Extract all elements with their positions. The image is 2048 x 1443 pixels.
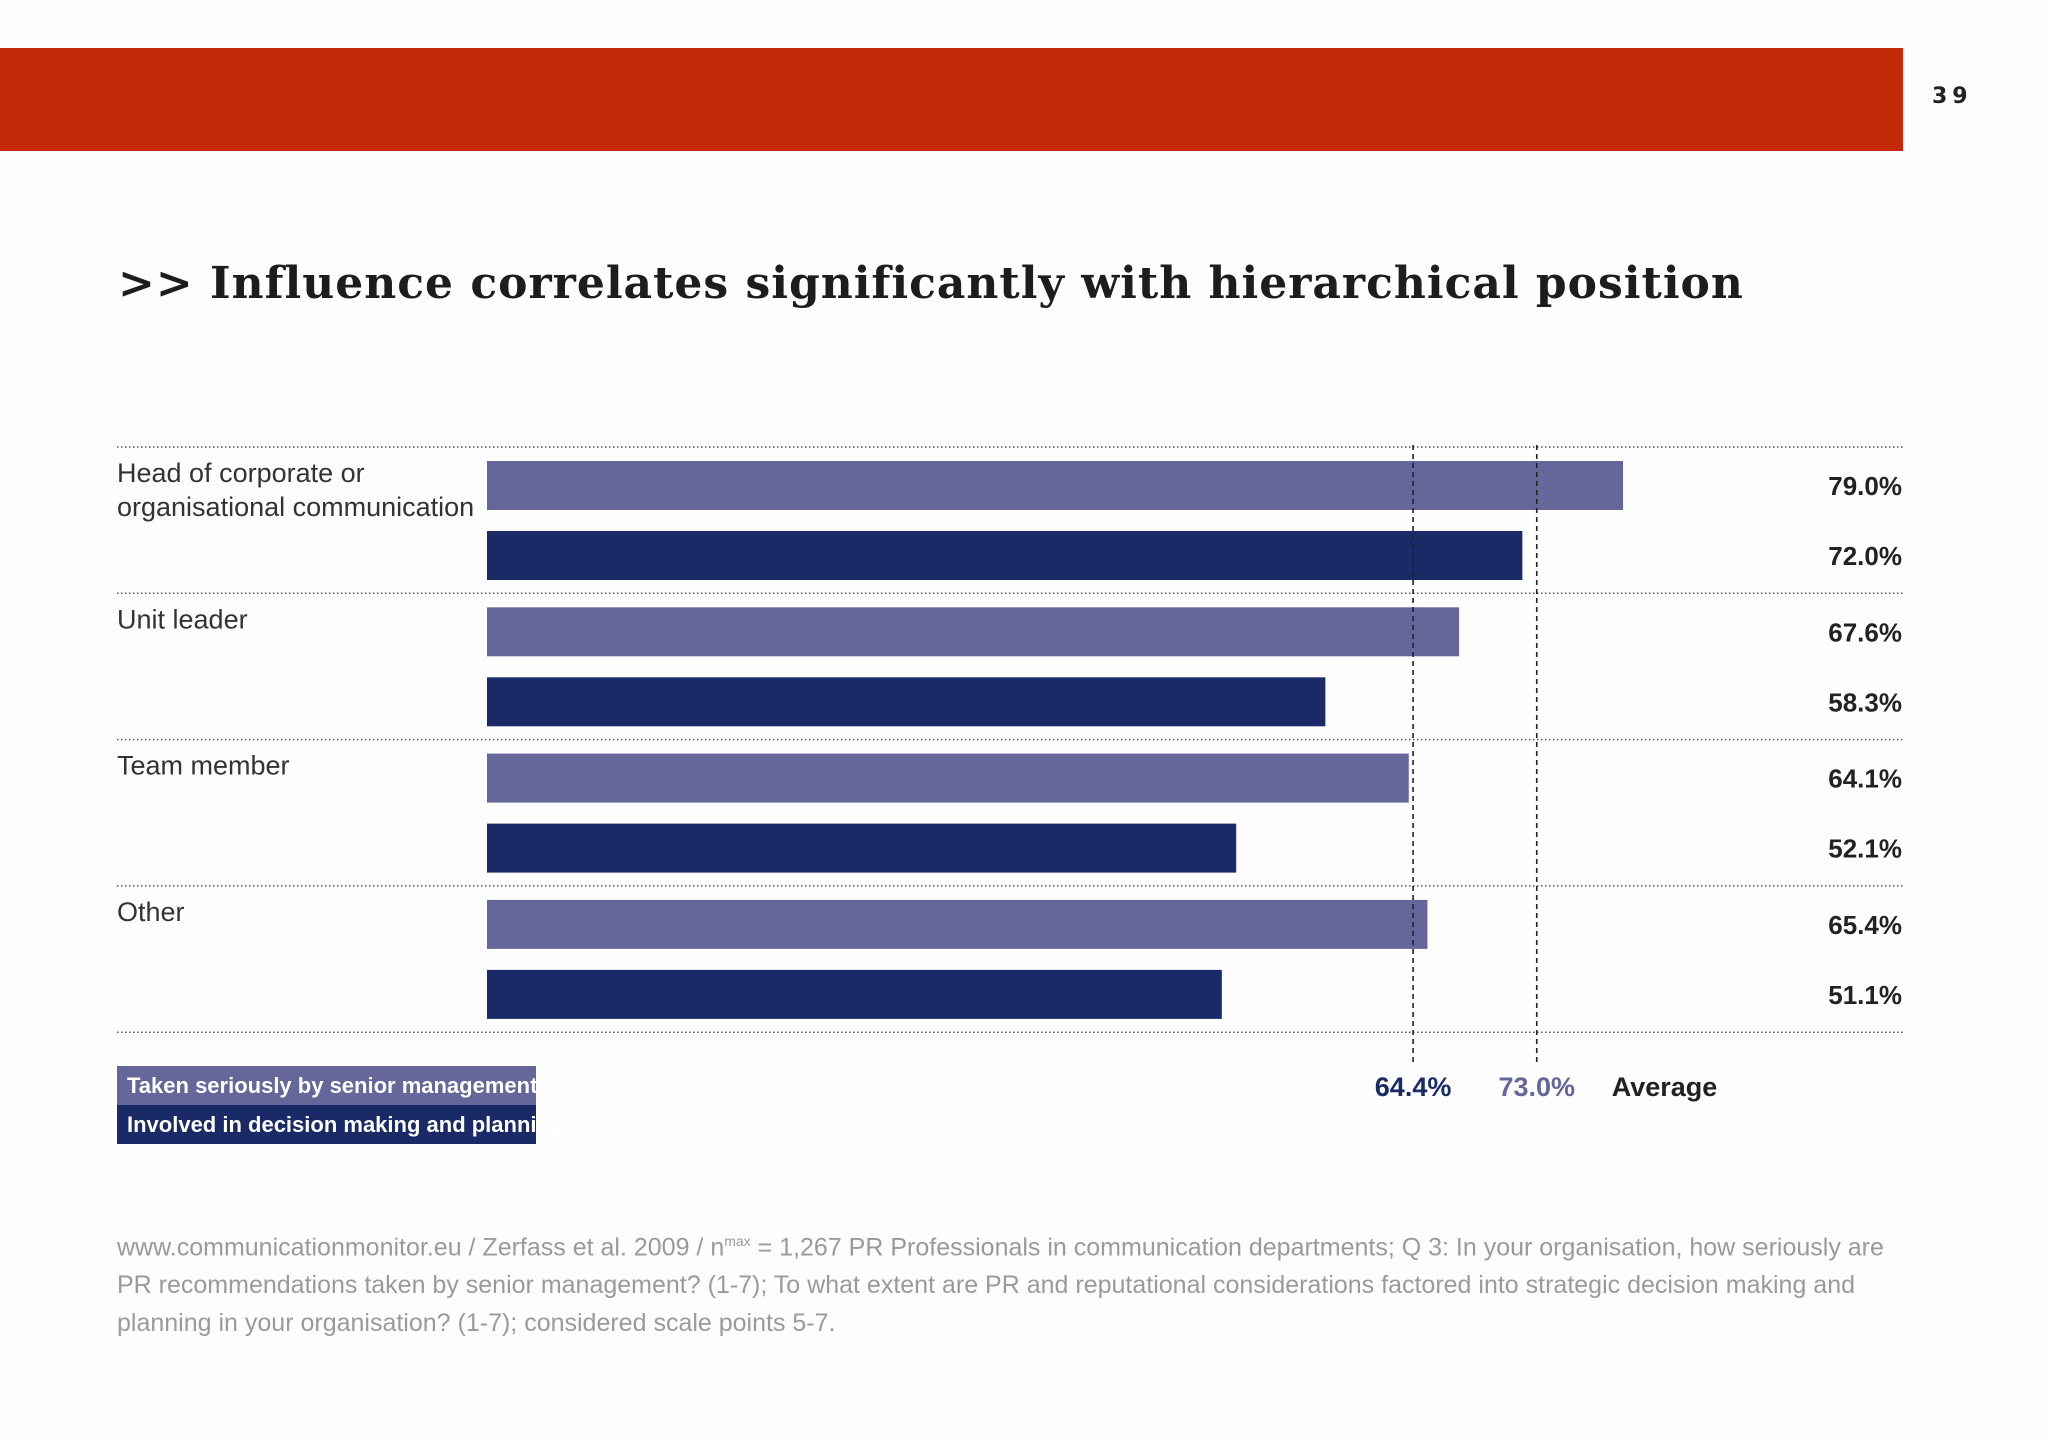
bar	[487, 823, 1237, 873]
value-label: 64.1%	[1828, 764, 1902, 794]
category-label: Other	[117, 897, 185, 927]
value-label: 67.6%	[1828, 617, 1902, 647]
legend-item-decision-making: Involved in decision making and planning	[117, 1105, 563, 1144]
category-label: Team member	[117, 751, 290, 781]
value-label: 72.0%	[1828, 541, 1902, 571]
average-value-label: 73.0%	[1498, 1072, 1575, 1102]
value-label: 65.4%	[1828, 910, 1902, 940]
footnote-superscript: max	[724, 1233, 751, 1249]
value-label: 52.1%	[1828, 834, 1902, 864]
value-label: 51.1%	[1828, 980, 1902, 1010]
bar	[487, 607, 1460, 657]
bar	[487, 461, 1624, 510]
bar	[487, 753, 1409, 803]
average-legend-label: Average	[1612, 1072, 1718, 1102]
category-label: Unit leader	[117, 604, 248, 634]
footnote: www.communicationmonitor.eu / Zerfass et…	[117, 1222, 1907, 1342]
bar	[487, 899, 1428, 949]
header-bar	[0, 48, 1903, 151]
page-title: >> Influence correlates significantly wi…	[118, 258, 1744, 309]
value-label: 58.3%	[1828, 687, 1902, 717]
bar	[487, 531, 1523, 580]
bar	[487, 677, 1326, 727]
average-value-label: 64.4%	[1375, 1072, 1452, 1102]
value-label: 79.0%	[1828, 471, 1902, 501]
footnote-text: = 1,267 PR Professionals in communicatio…	[117, 1233, 1884, 1338]
category-label: Head of corporate or organisational commu…	[117, 458, 474, 522]
legend-item-taken-seriously: Taken seriously by senior management	[117, 1066, 537, 1105]
bar	[487, 969, 1222, 1019]
footnote-source: www.communicationmonitor.eu / Zerfass et…	[117, 1233, 725, 1262]
page-number: 39	[1932, 84, 1973, 109]
